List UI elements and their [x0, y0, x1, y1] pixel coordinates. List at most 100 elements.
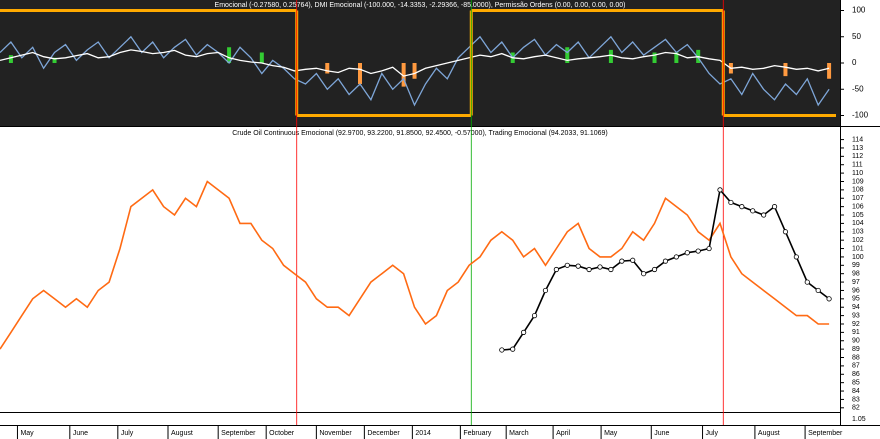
x-tick-label: December: [367, 430, 400, 437]
x-tick-label: March: [509, 430, 529, 437]
y-tick-label: 96: [852, 287, 860, 294]
y-tick-label: 102: [852, 237, 864, 244]
histogram-bar: [401, 63, 406, 87]
series-marker: [750, 208, 756, 214]
y-tick-label: 113: [852, 145, 863, 152]
series-marker: [597, 264, 603, 270]
series-marker: [728, 199, 734, 206]
y-tick-label: 101: [852, 245, 864, 252]
series-line: [0, 180, 830, 350]
x-tick-label: April: [556, 430, 570, 437]
y-tick-label: 95: [852, 296, 860, 303]
histogram-bar: [674, 52, 679, 63]
series-marker: [804, 279, 810, 285]
y-tick-label: 114: [852, 136, 863, 143]
x-tick-label: October: [269, 430, 295, 437]
x-tick-label: May: [604, 430, 618, 437]
series-marker: [684, 250, 690, 256]
y-tick-label: 89: [852, 346, 860, 353]
y-tick-label: 82: [852, 405, 860, 412]
series-marker: [510, 346, 516, 352]
x-tick-label: August: [758, 430, 780, 437]
histogram-bar: [52, 57, 57, 63]
y-tick-label: 84: [852, 388, 860, 395]
y-tick-label: -100: [852, 111, 869, 120]
histogram-bar: [227, 47, 232, 63]
y-tick-label: 92: [852, 321, 860, 328]
y-tick-label: 112: [852, 153, 863, 160]
series-line: [0, 49, 830, 77]
y-tick-label: 100: [852, 254, 864, 261]
x-tick-label: August: [171, 430, 193, 437]
y-tick-label: 83: [852, 396, 860, 403]
x-tick-label: September: [808, 430, 843, 437]
y-tick-label: 105: [852, 212, 864, 219]
x-tick-label: 2014: [415, 430, 431, 437]
y-tick-label: 103: [852, 229, 864, 236]
y-tick-label: 100: [852, 6, 866, 15]
y-tick-label: 104: [852, 220, 864, 227]
series-marker: [739, 204, 745, 210]
y-tick-label: 110: [852, 170, 863, 177]
histogram-bar: [652, 52, 657, 63]
histogram-bar: [827, 63, 832, 79]
y-tick-label: 107: [852, 195, 864, 202]
y-tick-label: 88: [852, 354, 860, 361]
y-tick-label: 94: [852, 304, 860, 311]
series-marker: [771, 204, 778, 210]
series-marker: [564, 262, 570, 268]
y-tick-label: 0: [852, 58, 857, 67]
y-tick-label: 109: [852, 178, 864, 185]
x-tick-label: November: [319, 430, 352, 437]
indicator-title: Emocional (-0.27580, 0.25764), DMI Emoci…: [215, 2, 626, 9]
y-tick-label: 99: [852, 262, 860, 269]
x-tick-label: September: [221, 430, 256, 437]
series-marker: [662, 258, 669, 264]
indicator-panel: [0, 0, 880, 126]
y-tick-label: -50: [852, 84, 864, 93]
y-tick-label: 98: [852, 271, 860, 278]
series-marker: [575, 263, 581, 269]
y-tick-label: 93: [852, 312, 860, 319]
series-marker: [695, 248, 701, 254]
histogram-bar: [608, 49, 613, 63]
series-marker: [826, 296, 832, 302]
y-tick-label: 106: [852, 203, 864, 210]
series-marker: [641, 271, 647, 277]
series-marker: [793, 254, 799, 260]
series-marker: [608, 266, 614, 273]
series-marker: [630, 257, 636, 263]
histogram-bar: [412, 63, 417, 79]
price-title: Crude Oil Continuous Emocional (92.9700,…: [232, 130, 608, 137]
histogram-bar: [565, 47, 570, 63]
series-marker: [553, 266, 559, 273]
series-line: [0, 35, 830, 107]
series-marker: [531, 313, 538, 319]
y-tick-label: 90: [852, 338, 860, 345]
series-marker: [673, 254, 679, 260]
y-tick-label: 97: [852, 279, 860, 286]
histogram-bar: [783, 63, 788, 77]
histogram-bar: [8, 55, 13, 63]
x-tick-label: February: [463, 430, 492, 437]
series-marker: [586, 266, 592, 273]
series-marker: [499, 347, 505, 353]
series-marker: [651, 266, 658, 273]
histogram-bar: [358, 63, 362, 84]
y-tick-label: 111: [852, 162, 863, 169]
series-marker: [619, 258, 625, 264]
series-marker: [521, 329, 527, 335]
y-tick-label: 50: [852, 32, 861, 41]
x-tick-label: July: [121, 430, 134, 437]
x-tick-label: June: [73, 430, 88, 437]
series-marker: [782, 229, 789, 235]
series-marker: [542, 287, 549, 294]
x-tick-label: June: [654, 430, 669, 437]
x-tick-label: July: [706, 430, 719, 437]
y-tick-label: 91: [852, 329, 860, 336]
series-marker: [815, 287, 821, 294]
x-tick-label: May: [20, 430, 34, 437]
y-tick-label: 86: [852, 371, 860, 378]
